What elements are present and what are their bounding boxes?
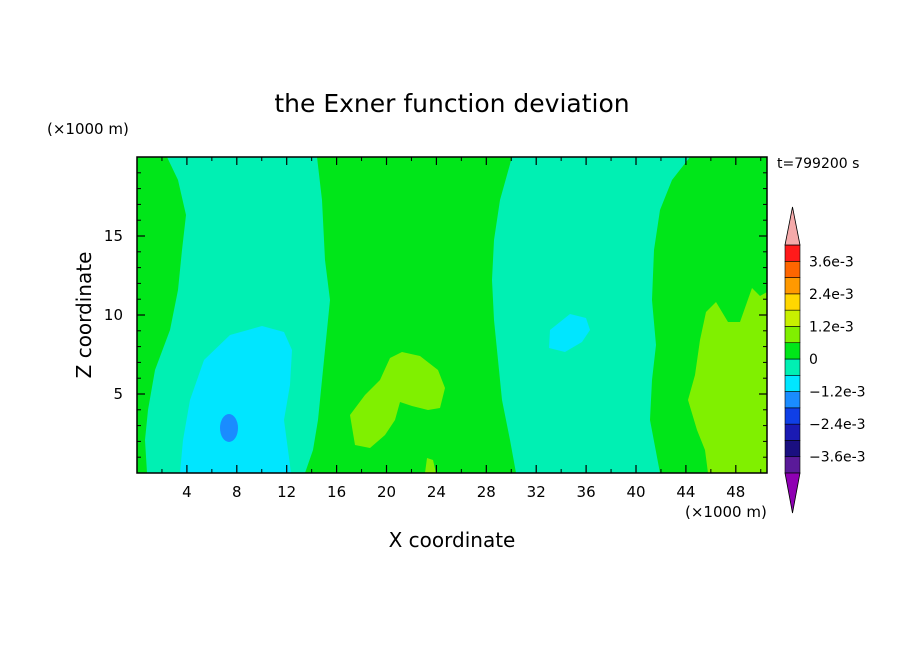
colorbar-segment <box>784 391 801 409</box>
colorbar-ticks: 3.6e-3 2.4e-3 1.2e-3 0 −1.2e-3 −2.4e-3 −3.6e-3 <box>809 254 866 465</box>
chart-title: the Exner function deviation <box>274 89 629 118</box>
x-tick-label: 28 <box>477 483 496 501</box>
colorbar-segment <box>784 277 801 295</box>
time-label: t=799200 s <box>777 156 859 172</box>
x-tick-label: 36 <box>577 483 596 501</box>
colorbar <box>784 206 801 514</box>
x-tick-label: 8 <box>232 483 242 501</box>
positive-speck <box>425 458 436 473</box>
positive-patch-central <box>350 352 445 448</box>
colorbar-segment <box>784 374 801 392</box>
colorbar-segment <box>784 342 801 360</box>
colorbar-tick-label: −1.2e-3 <box>809 385 866 401</box>
colorbar-segment <box>784 293 801 311</box>
colorbar-tick-label: −2.4e-3 <box>809 417 866 433</box>
colorbar-segment <box>784 407 801 425</box>
x-unit-label: (×1000 m) <box>685 503 767 521</box>
negative-column-east <box>492 157 690 473</box>
negative-minimum <box>220 414 238 442</box>
colorbar-segment <box>784 456 801 474</box>
y-tick-label: 10 <box>104 306 123 324</box>
colorbar-tick-label: 1.2e-3 <box>809 319 854 335</box>
colorbar-segment <box>784 326 801 344</box>
colorbar-tick-label: 0 <box>809 352 818 368</box>
x-axis: 4 8 12 16 20 24 28 32 36 40 44 48 <box>161 157 762 501</box>
x-tick-label: 40 <box>626 483 645 501</box>
colorbar-min-arrow <box>784 472 801 514</box>
plot-area <box>137 157 767 473</box>
x-axis-label: X coordinate <box>389 528 516 552</box>
colorbar-tick-label: 3.6e-3 <box>809 254 854 270</box>
negative-blob-cyan <box>180 326 292 473</box>
colorbar-segment <box>784 358 801 376</box>
negative-patch-east <box>549 314 590 352</box>
colorbar-max-arrow <box>784 206 801 246</box>
colorbar-segment <box>784 244 801 262</box>
x-tick-label: 24 <box>427 483 446 501</box>
colorbar-segment <box>784 309 801 327</box>
colorbar-segment <box>784 423 801 441</box>
x-tick-label: 48 <box>726 483 745 501</box>
y-tick-label: 5 <box>113 385 123 403</box>
x-tick-label: 20 <box>377 483 396 501</box>
x-tick-label: 32 <box>527 483 546 501</box>
x-tick-label: 4 <box>182 483 192 501</box>
colorbar-tick-label: 2.4e-3 <box>809 287 854 303</box>
x-tick-label: 12 <box>277 483 296 501</box>
colorbar-segment <box>784 440 801 458</box>
y-unit-label: (×1000 m) <box>47 120 129 138</box>
x-tick-label: 44 <box>676 483 695 501</box>
positive-region-east <box>688 288 767 473</box>
y-tick-label: 15 <box>104 227 123 245</box>
colorbar-segment <box>784 260 801 278</box>
colorbar-tick-label: −3.6e-3 <box>809 450 866 466</box>
y-axis-label: Z coordinate <box>72 252 96 379</box>
y-axis: 5 10 15 <box>104 172 767 458</box>
x-tick-label: 16 <box>327 483 346 501</box>
